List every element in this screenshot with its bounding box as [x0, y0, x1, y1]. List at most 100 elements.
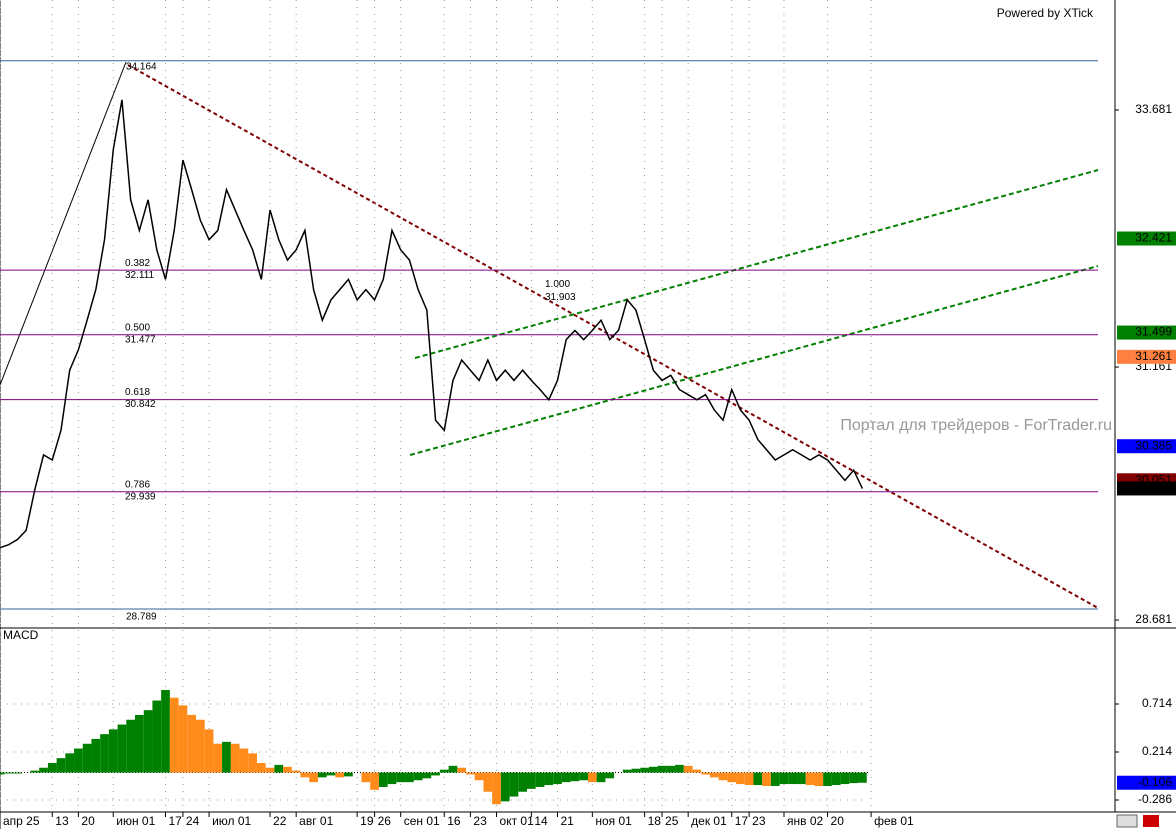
macd-bar	[413, 772, 423, 781]
macd-bar	[509, 772, 519, 797]
macd-bar	[309, 772, 318, 783]
x-tick-label: 19	[360, 814, 374, 828]
price-marker-label: 31.499	[1135, 325, 1172, 339]
macd-bar	[527, 772, 536, 789]
macd-bar	[4, 772, 14, 774]
fib-price: 30.842	[125, 399, 156, 410]
fib-ratio: 0.786	[125, 479, 150, 490]
macd-bar	[291, 770, 301, 773]
macd-bar	[718, 772, 728, 781]
x-tick-label: 24	[186, 814, 200, 828]
macd-bar	[169, 697, 179, 773]
macd-bar	[187, 714, 196, 773]
macd-bar	[570, 772, 580, 782]
macd-bar	[47, 762, 57, 773]
macd-bar	[378, 772, 388, 787]
extreme-label: 34.164	[126, 61, 157, 72]
impulse-line	[0, 61, 127, 386]
macd-bar	[126, 719, 136, 773]
macd-bar	[535, 772, 545, 787]
macd-bar	[466, 772, 475, 775]
macd-bar	[178, 705, 188, 773]
macd-bar	[248, 753, 257, 773]
price-marker	[1117, 231, 1176, 246]
price-marker-label: 29.971	[1135, 481, 1172, 495]
x-tick-label: 23	[752, 814, 766, 828]
macd-bar	[326, 772, 336, 776]
macd-marker-label: -0.106	[1138, 775, 1172, 789]
macd-bar	[553, 772, 562, 785]
x-tick-label: янв 02	[787, 814, 824, 828]
macd-bar	[82, 743, 92, 773]
macd-bar	[622, 769, 632, 773]
swing-price: 31.903	[545, 292, 576, 303]
x-tick-label: фев 01	[874, 814, 914, 828]
y-tick-label: 33.681	[1135, 102, 1172, 116]
macd-title: MACD	[3, 628, 39, 642]
macd-bar	[797, 772, 806, 785]
price-marker-label: 30.385	[1135, 438, 1172, 452]
x-tick-label: 21	[561, 814, 575, 828]
macd-bar	[405, 772, 414, 783]
macd-bar	[823, 772, 832, 786]
macd-bar	[143, 710, 153, 773]
macd-bar	[492, 772, 501, 805]
macd-bar	[849, 772, 859, 784]
macd-bar	[256, 762, 266, 773]
macd-bar	[317, 772, 327, 778]
x-tick-label: 23	[473, 814, 487, 828]
x-tick-label: 20	[831, 814, 845, 828]
macd-bar	[596, 772, 606, 783]
x-tick-label: ноя 01	[595, 814, 632, 828]
macd-bar	[239, 748, 249, 773]
macd-bar	[666, 765, 676, 773]
x-tick-label: 18	[648, 814, 662, 828]
macd-bar	[439, 769, 449, 773]
macd-bar	[474, 772, 484, 781]
macd-bar	[753, 772, 763, 786]
macd-bar	[587, 772, 597, 783]
x-tick-label: июн 01	[116, 814, 155, 828]
macd-bar	[0, 772, 5, 775]
watermark: Портал для трейдеров - ForTrader.ru	[840, 417, 1112, 434]
macd-bar	[274, 764, 284, 773]
fib-ratio: 0.382	[125, 258, 150, 269]
macd-bar	[195, 719, 205, 773]
macd-bar	[213, 743, 223, 773]
macd-bar	[13, 772, 22, 774]
macd-bar	[640, 767, 649, 773]
macd-bar	[30, 770, 40, 773]
price-line	[0, 99, 864, 549]
toolbar-button[interactable]	[1116, 814, 1138, 828]
macd-bar	[91, 738, 101, 773]
macd-bar	[361, 772, 371, 783]
macd-bar	[152, 700, 162, 773]
fib-price: 32.111	[125, 270, 155, 281]
price-marker	[1117, 439, 1176, 454]
macd-bar	[457, 767, 467, 773]
macd-bar	[657, 765, 667, 773]
x-tick-label: 17	[169, 814, 183, 828]
powered-by: Powered by XTick	[997, 6, 1094, 20]
fib-ratio: 0.500	[125, 322, 150, 333]
macd-bar	[39, 767, 48, 773]
fib-price: 31.477	[125, 334, 156, 345]
macd-bar	[74, 748, 83, 773]
macd-bar	[108, 729, 118, 773]
macd-bar	[840, 772, 850, 785]
macd-bar	[448, 765, 458, 773]
exit-button[interactable]	[1143, 815, 1159, 827]
price-marker-label: 31.261	[1135, 349, 1172, 363]
macd-bar	[544, 772, 554, 786]
macd-bar	[605, 772, 615, 779]
macd-bar	[100, 734, 109, 773]
y-tick-label: 0.214	[1142, 744, 1172, 758]
macd-bar	[709, 772, 719, 778]
macd-bar	[387, 772, 397, 785]
macd-bar	[396, 772, 406, 783]
swing-ratio: 1.000	[545, 279, 570, 290]
macd-bar	[65, 753, 75, 773]
macd-bar	[265, 767, 275, 773]
